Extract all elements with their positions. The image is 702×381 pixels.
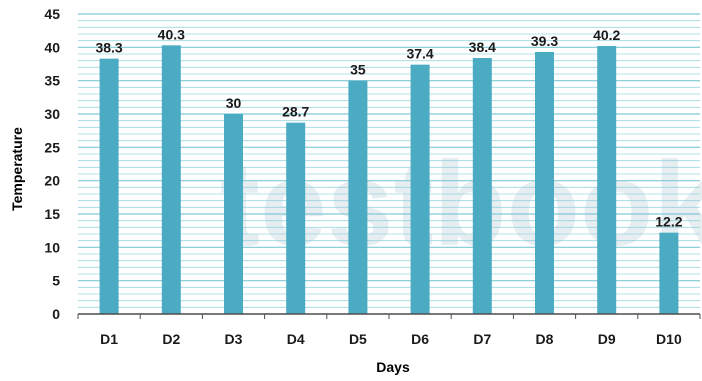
gridlines [78, 13, 700, 308]
bar-d9 [597, 46, 617, 314]
x-tick-label: D6 [411, 331, 429, 347]
x-tick-label: D1 [100, 331, 118, 347]
x-tick-label: D2 [162, 331, 180, 347]
x-axis-title: Days [376, 359, 410, 375]
bar-d6 [410, 64, 430, 315]
y-tick-label: 0 [52, 306, 60, 322]
y-tick-label: 5 [52, 273, 60, 289]
bars [99, 45, 679, 315]
data-label-d6: 37.4 [406, 46, 433, 62]
bar-d10 [659, 232, 679, 314]
data-label-d9: 40.2 [593, 27, 620, 43]
x-axis-ticks: D1 D2 D3 D4 D5 D6 D7 D8 D9 D10 [77, 314, 701, 347]
bar-d7 [472, 58, 492, 314]
data-label-d7: 38.4 [469, 39, 496, 55]
bar-d2 [161, 45, 181, 314]
y-tick-label: 20 [44, 173, 60, 189]
y-tick-label: 30 [44, 106, 60, 122]
x-tick-label: D3 [225, 331, 243, 347]
bar-d3 [224, 114, 243, 314]
data-label-d2: 40.3 [158, 26, 185, 42]
bar-d4 [286, 122, 306, 315]
data-labels: 38.3 40.3 30 28.7 35 37.4 38.4 39.3 40.2 12.2 [95, 26, 682, 229]
y-tick-label: 40 [44, 39, 60, 55]
bar-d1 [99, 58, 119, 314]
y-tick-label: 35 [44, 73, 60, 89]
bar-d8 [535, 52, 554, 314]
y-tick-label: 10 [44, 239, 60, 255]
y-tick-label: 45 [44, 6, 60, 22]
data-label-d4: 28.7 [282, 104, 309, 120]
x-tick-label: D5 [349, 331, 367, 347]
y-tick-label: 25 [44, 139, 60, 155]
data-label-d3: 30 [226, 95, 242, 111]
y-axis-title: Temperature [9, 127, 25, 211]
data-label-d8: 39.3 [531, 33, 558, 49]
y-axis-ticks: 0 5 10 15 20 25 30 35 40 45 [44, 6, 60, 322]
x-tick-label: D4 [287, 331, 305, 347]
x-tick-label: D9 [598, 331, 616, 347]
x-tick-label: D8 [536, 331, 554, 347]
x-tick-label: D7 [473, 331, 491, 347]
x-tick-label: D10 [656, 331, 682, 347]
data-label-d5: 35 [350, 62, 366, 78]
bar-d5 [348, 80, 368, 315]
y-tick-label: 15 [44, 206, 60, 222]
data-label-d10: 12.2 [655, 214, 682, 230]
data-label-d1: 38.3 [95, 40, 122, 56]
